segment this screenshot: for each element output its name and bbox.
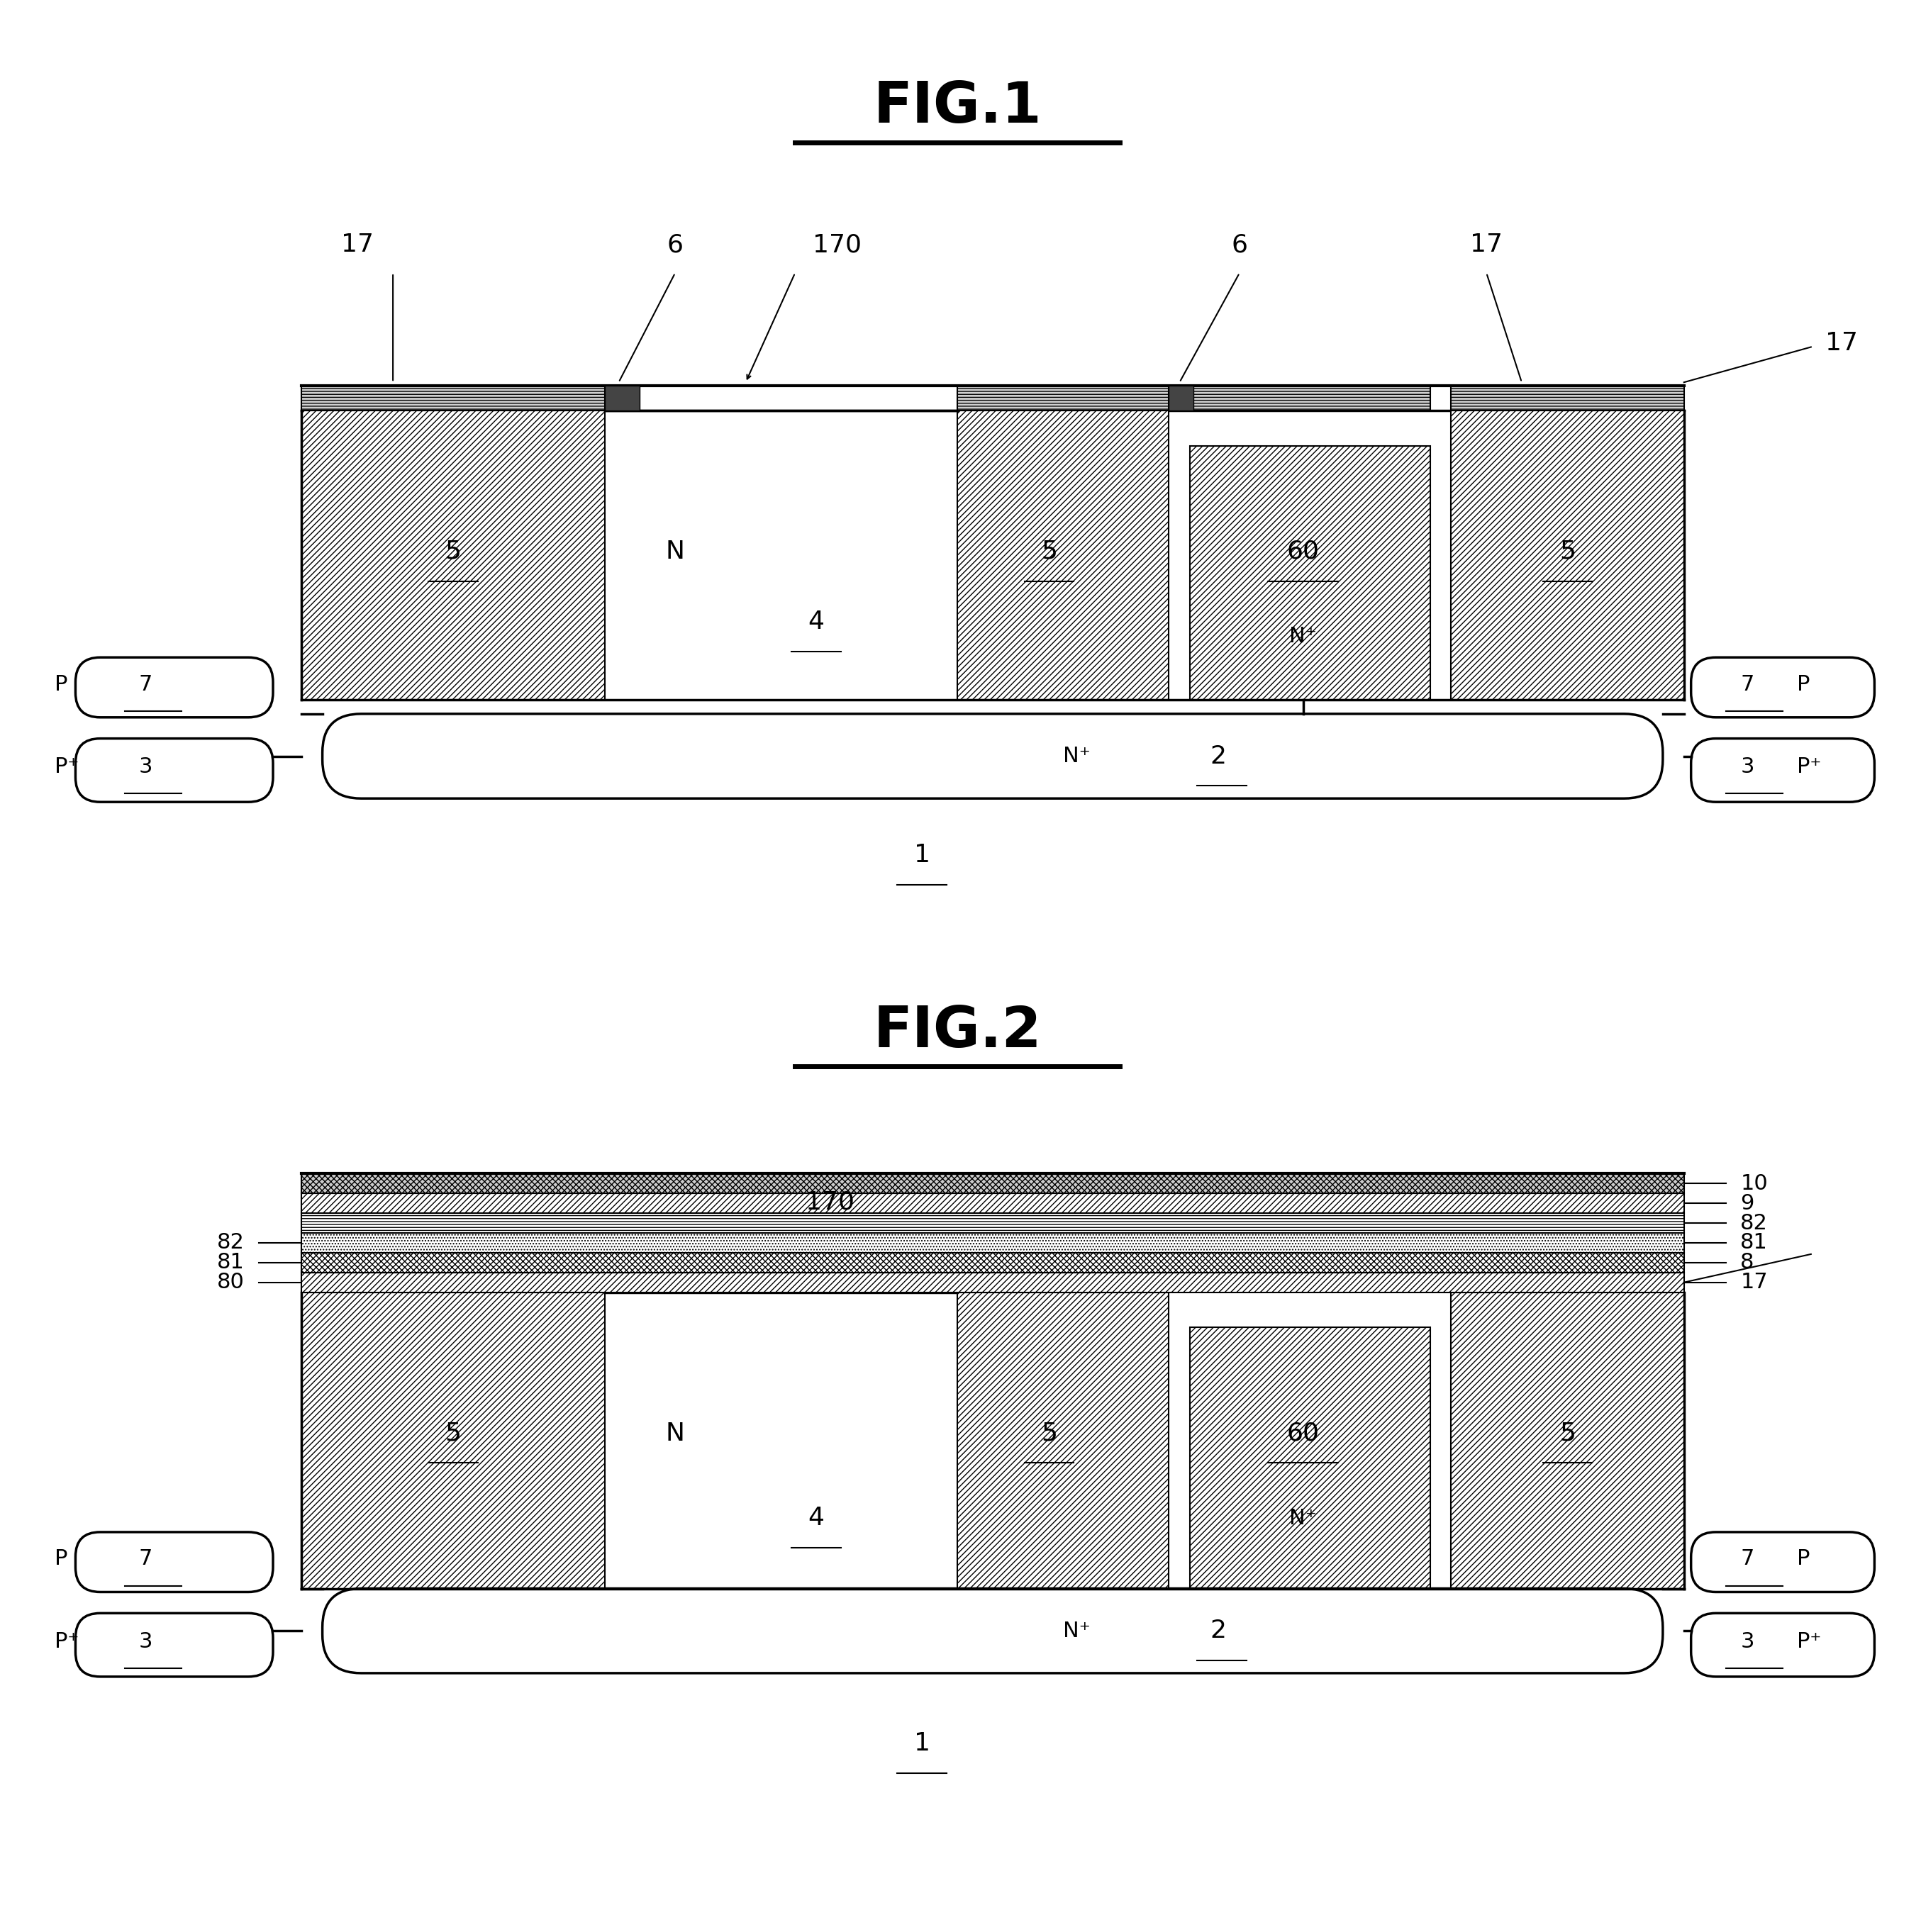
Text: 3: 3 <box>138 757 154 777</box>
Text: 6: 6 <box>1231 232 1247 257</box>
Text: P⁺: P⁺ <box>54 757 79 777</box>
Text: 2: 2 <box>1210 1619 1226 1642</box>
Bar <box>1450 410 1685 699</box>
Bar <box>302 410 605 699</box>
Bar <box>1191 386 1429 410</box>
FancyBboxPatch shape <box>75 1532 273 1592</box>
Text: 7: 7 <box>138 674 152 694</box>
Text: 5: 5 <box>446 539 461 564</box>
Bar <box>302 1293 605 1588</box>
Bar <box>1450 386 1685 410</box>
Text: 60: 60 <box>1287 539 1320 564</box>
Bar <box>957 386 1170 410</box>
Text: P⁺: P⁺ <box>1796 757 1821 777</box>
Bar <box>957 1293 1170 1588</box>
Bar <box>1170 386 1193 410</box>
Bar <box>957 410 1170 699</box>
FancyBboxPatch shape <box>1690 657 1875 717</box>
Text: 3: 3 <box>1740 1631 1754 1652</box>
FancyBboxPatch shape <box>1690 738 1875 802</box>
Bar <box>302 1175 1685 1194</box>
Text: 81: 81 <box>1740 1233 1767 1254</box>
Bar <box>302 1233 1685 1252</box>
Text: 7: 7 <box>138 1549 152 1569</box>
Text: N: N <box>665 1422 684 1445</box>
Text: 10: 10 <box>1740 1173 1767 1194</box>
Text: N⁺: N⁺ <box>1062 1621 1091 1640</box>
Text: 170: 170 <box>813 232 863 257</box>
Bar <box>302 1252 1685 1273</box>
Text: 82: 82 <box>1740 1213 1767 1233</box>
FancyBboxPatch shape <box>1690 1613 1875 1677</box>
Text: 5: 5 <box>1560 1422 1575 1445</box>
Text: N: N <box>665 539 684 564</box>
Text: FIG.2: FIG.2 <box>874 1003 1041 1059</box>
FancyBboxPatch shape <box>75 738 273 802</box>
Text: 7: 7 <box>1740 1549 1754 1569</box>
Bar <box>1191 446 1429 699</box>
Text: 3: 3 <box>1740 757 1754 777</box>
Text: N⁺: N⁺ <box>1289 1507 1316 1528</box>
Text: P: P <box>54 1549 67 1569</box>
FancyBboxPatch shape <box>75 657 273 717</box>
FancyBboxPatch shape <box>323 713 1664 798</box>
Text: 5: 5 <box>446 1422 461 1445</box>
Text: P: P <box>1796 1549 1810 1569</box>
Text: 17: 17 <box>1470 232 1502 257</box>
FancyBboxPatch shape <box>75 1613 273 1677</box>
Text: 17: 17 <box>1825 332 1858 355</box>
Text: 5: 5 <box>1041 539 1057 564</box>
Bar <box>302 410 1685 699</box>
Text: N⁺: N⁺ <box>1062 746 1091 767</box>
Bar <box>302 1293 1685 1588</box>
Text: 5: 5 <box>1041 1422 1057 1445</box>
Text: 1: 1 <box>914 842 930 867</box>
Bar <box>302 1194 1685 1213</box>
Text: N⁺: N⁺ <box>1289 626 1316 647</box>
Text: 4: 4 <box>809 1505 824 1530</box>
Text: 6: 6 <box>667 232 684 257</box>
Bar <box>302 1273 1685 1293</box>
Text: 170: 170 <box>807 1190 855 1213</box>
Text: 17: 17 <box>342 232 375 257</box>
Text: P: P <box>54 674 67 694</box>
Text: 5: 5 <box>1560 539 1575 564</box>
Text: P⁺: P⁺ <box>54 1631 79 1652</box>
Text: 80: 80 <box>217 1271 244 1293</box>
Text: P⁺: P⁺ <box>1796 1631 1821 1652</box>
FancyBboxPatch shape <box>323 1588 1664 1673</box>
Text: 2: 2 <box>1210 744 1226 769</box>
Bar <box>302 386 605 410</box>
Bar <box>302 1213 1685 1233</box>
Text: 9: 9 <box>1740 1194 1754 1213</box>
FancyBboxPatch shape <box>1690 1532 1875 1592</box>
Bar <box>1191 1327 1429 1588</box>
Text: 81: 81 <box>217 1252 244 1273</box>
Text: 17: 17 <box>1740 1271 1767 1293</box>
Text: 4: 4 <box>809 611 824 634</box>
Text: 8: 8 <box>1740 1252 1754 1273</box>
Text: P: P <box>1796 674 1810 694</box>
Text: 1: 1 <box>914 1731 930 1756</box>
Text: 82: 82 <box>217 1233 244 1254</box>
Text: 7: 7 <box>1740 674 1754 694</box>
Bar <box>605 386 640 410</box>
Bar <box>1450 1293 1685 1588</box>
Text: FIG.1: FIG.1 <box>874 79 1041 135</box>
Text: 3: 3 <box>138 1631 154 1652</box>
Text: 60: 60 <box>1287 1422 1320 1445</box>
